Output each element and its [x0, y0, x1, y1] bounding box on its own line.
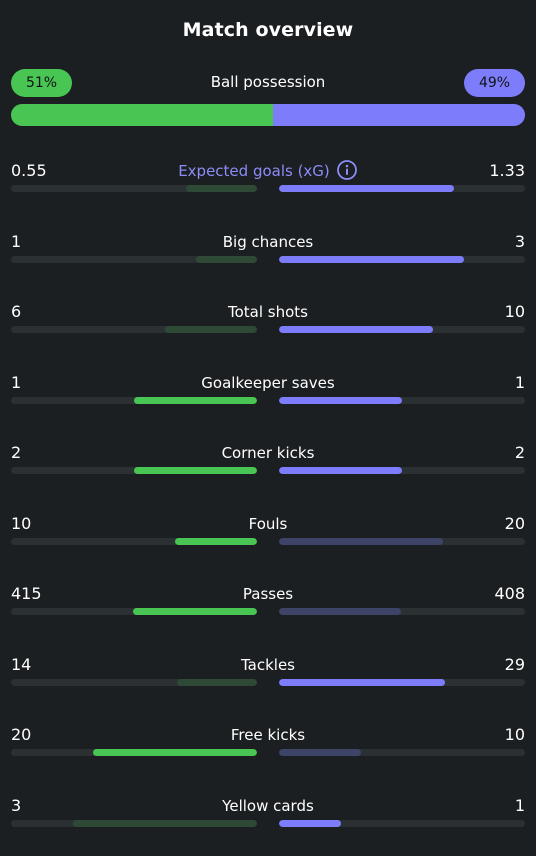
home-possession-badge: 51% — [11, 69, 72, 97]
away-stat-fill — [279, 820, 341, 827]
stat-label-text: Expected goals (xG) — [178, 162, 330, 180]
stat-row: 1 Big chances 3 — [11, 232, 525, 280]
stat-label: Corner kicks — [11, 443, 525, 463]
home-stat-fill — [134, 467, 257, 474]
home-stat-value: 1 — [11, 232, 22, 251]
stat-row: 2 Corner kicks 2 — [11, 443, 525, 491]
stat-label-text: Total shots — [228, 303, 308, 321]
stat-label: Free kicks — [11, 725, 525, 745]
stat-label: Passes — [11, 584, 525, 604]
away-possession-badge: 49% — [464, 69, 525, 97]
stat-label: Big chances — [11, 232, 525, 252]
home-stat-fill — [133, 608, 257, 615]
stat-row: 14 Tackles 29 — [11, 655, 525, 703]
home-stat-value: 1 — [11, 373, 22, 392]
away-stat-fill — [279, 608, 402, 615]
away-stat-value: 2 — [514, 443, 525, 462]
stat-label-text: Tackles — [240, 656, 296, 674]
home-stat-track — [11, 256, 257, 263]
home-stat-value: 14 — [11, 655, 32, 674]
away-stat-track — [279, 185, 525, 192]
away-stat-track — [279, 397, 525, 404]
stat-row: 10 Fouls 20 — [11, 514, 525, 562]
home-stat-fill — [176, 679, 257, 686]
away-stat-fill — [279, 679, 445, 686]
away-stat-value: 10 — [504, 725, 525, 744]
home-stat-fill — [175, 538, 257, 545]
away-stat-value: 1.33 — [489, 161, 525, 180]
away-stat-fill — [279, 538, 444, 545]
home-stat-value: 6 — [11, 302, 22, 321]
stat-row: 1 Goalkeeper saves 1 — [11, 373, 525, 421]
home-stat-value: 0.55 — [11, 161, 47, 180]
away-stat-track — [279, 679, 525, 686]
home-stat-value: 20 — [11, 725, 32, 744]
home-stat-fill — [195, 256, 257, 263]
away-stat-value: 1 — [514, 796, 525, 815]
possession-header: 51% Ball possession 49% — [11, 69, 525, 97]
stat-label: Total shots — [11, 302, 525, 322]
away-stat-value: 1 — [514, 373, 525, 392]
away-stat-fill — [279, 185, 454, 192]
stat-label-text: Corner kicks — [221, 444, 315, 462]
possession-bar-away — [273, 104, 525, 126]
home-stat-fill — [92, 749, 257, 756]
stat-label-text: Yellow cards — [222, 797, 314, 815]
away-stat-value: 10 — [504, 302, 525, 321]
home-stat-track — [11, 538, 257, 545]
stat-row: 3 Yellow cards 1 — [11, 796, 525, 844]
home-stat-fill — [134, 397, 257, 404]
away-stat-track — [279, 538, 525, 545]
away-stat-track — [279, 467, 525, 474]
away-stat-value: 29 — [504, 655, 525, 674]
home-stat-value: 10 — [11, 514, 32, 533]
away-stat-track — [279, 608, 525, 615]
possession-label: Ball possession — [210, 73, 326, 91]
away-stat-fill — [279, 256, 464, 263]
home-stat-track — [11, 749, 257, 756]
stat-label: Goalkeeper saves — [11, 373, 525, 393]
home-stat-track — [11, 608, 257, 615]
away-stat-fill — [279, 397, 402, 404]
away-stat-value: 408 — [494, 584, 525, 603]
home-stat-track — [11, 467, 257, 474]
stat-label[interactable]: Expected goals (xG) — [11, 159, 525, 181]
stat-label-text: Passes — [242, 585, 294, 603]
possession-bar — [11, 104, 525, 126]
away-stat-value: 20 — [504, 514, 525, 533]
stat-label-text: Free kicks — [230, 726, 306, 744]
stat-row: 6 Total shots 10 — [11, 302, 525, 350]
stat-row: 20 Free kicks 10 — [11, 725, 525, 773]
home-stat-track — [11, 820, 257, 827]
home-stat-track — [11, 679, 257, 686]
away-stat-track — [279, 749, 525, 756]
home-stat-fill — [185, 185, 257, 192]
page-title: Match overview — [182, 19, 354, 41]
stat-row: 0.55 Expected goals (xG) 1.33 — [11, 159, 525, 209]
stat-label-text: Fouls — [248, 515, 288, 533]
away-stat-track — [279, 820, 525, 827]
info-icon[interactable] — [336, 159, 358, 181]
away-stat-track — [279, 326, 525, 333]
away-stat-fill — [279, 467, 402, 474]
possession-bar-home — [11, 104, 274, 126]
away-stat-fill — [279, 326, 433, 333]
home-stat-track — [11, 326, 257, 333]
away-stat-track — [279, 256, 525, 263]
stat-label: Yellow cards — [11, 796, 525, 816]
stat-label-text: Big chances — [222, 233, 314, 251]
stat-label: Fouls — [11, 514, 525, 534]
stat-label-text: Goalkeeper saves — [201, 374, 335, 392]
away-stat-fill — [279, 749, 361, 756]
home-stat-track — [11, 185, 257, 192]
home-stat-fill — [164, 326, 257, 333]
away-stat-value: 3 — [514, 232, 525, 251]
home-stat-value: 3 — [11, 796, 22, 815]
home-stat-fill — [72, 820, 257, 827]
home-stat-value: 415 — [11, 584, 42, 603]
home-stat-value: 2 — [11, 443, 22, 462]
stat-row: 415 Passes 408 — [11, 584, 525, 632]
home-stat-track — [11, 397, 257, 404]
stat-label: Tackles — [11, 655, 525, 675]
